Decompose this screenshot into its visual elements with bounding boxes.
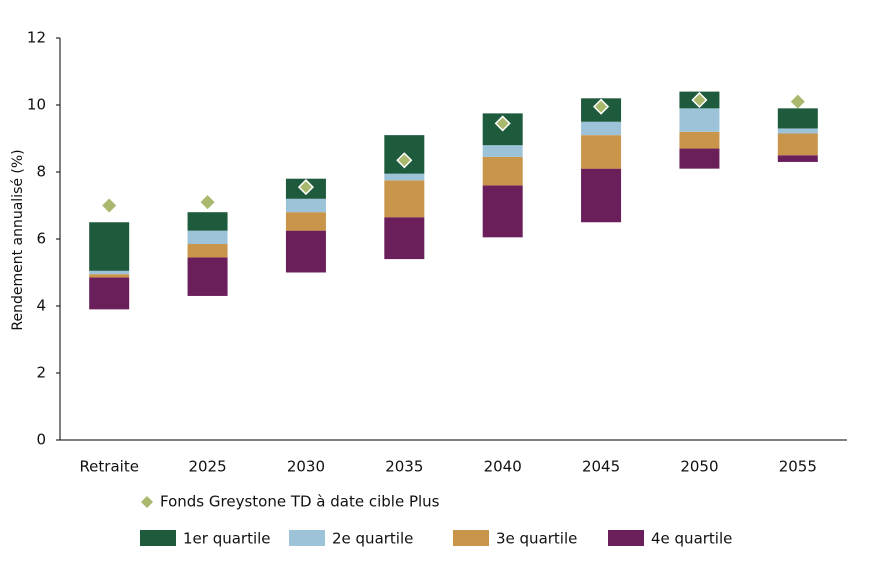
x-tick-label: 2055 [779,458,817,476]
bar-segment [777,133,818,156]
bar-segment [187,257,228,296]
bar-segment [384,173,425,181]
bar-segment [187,212,228,231]
marker [494,115,511,132]
bar-segment [679,148,720,169]
y-tick-label: 12 [27,29,46,47]
bar-segment [89,274,130,278]
bar-segment [285,212,326,231]
bar-segment [679,108,720,132]
x-tick-label: 2035 [385,458,423,476]
bar-segment [482,145,523,157]
x-tick-label: Retraite [79,458,139,476]
y-tick-label: 0 [36,431,46,449]
legend-label: 4e quartile [651,530,732,548]
bar-segment [777,108,818,129]
bar-segment [482,185,523,238]
bar-segment [777,155,818,162]
bar-segment [187,230,228,245]
bar-segment [89,277,130,310]
legend-swatch [289,530,325,546]
marker [102,198,117,213]
legend-label: 3e quartile [496,530,577,548]
bar-segment [777,128,818,134]
marker [790,94,805,109]
legend-swatch [140,530,176,546]
marker [200,195,215,210]
legend-swatch [453,530,489,546]
legend-label: Fonds Greystone TD à date cible Plus [160,493,440,511]
legend-swatch [608,530,644,546]
y-tick-label: 4 [36,297,46,315]
bar-segment [581,121,622,136]
y-tick-label: 6 [36,230,46,248]
bar-segment [89,222,130,271]
bar-segment [285,230,326,273]
x-tick-label: 2045 [582,458,620,476]
bar-segment [89,270,130,275]
x-tick-label: 2030 [287,458,325,476]
bar-segment [384,217,425,260]
x-tick-label: 2050 [680,458,718,476]
marker [297,179,314,196]
y-tick-label: 2 [36,364,46,382]
bar-segment [482,156,523,186]
bar-segment [285,198,326,213]
y-tick-label: 10 [27,96,46,114]
bar-segment [187,244,228,258]
x-tick-label: 2025 [188,458,226,476]
legend-label: 2e quartile [332,530,413,548]
bar-segment [581,135,622,169]
legend-label: 1er quartile [183,530,271,548]
y-tick-label: 8 [36,163,46,181]
marker [691,91,708,109]
bar-segment [581,168,622,223]
bar-segment [679,131,720,149]
bar-segment [384,180,425,218]
legend-marker [141,496,153,508]
x-tick-label: 2040 [484,458,522,476]
marker [593,98,610,115]
marker [396,152,413,169]
y-axis-title: Rendement annualisé (%) [10,149,26,330]
